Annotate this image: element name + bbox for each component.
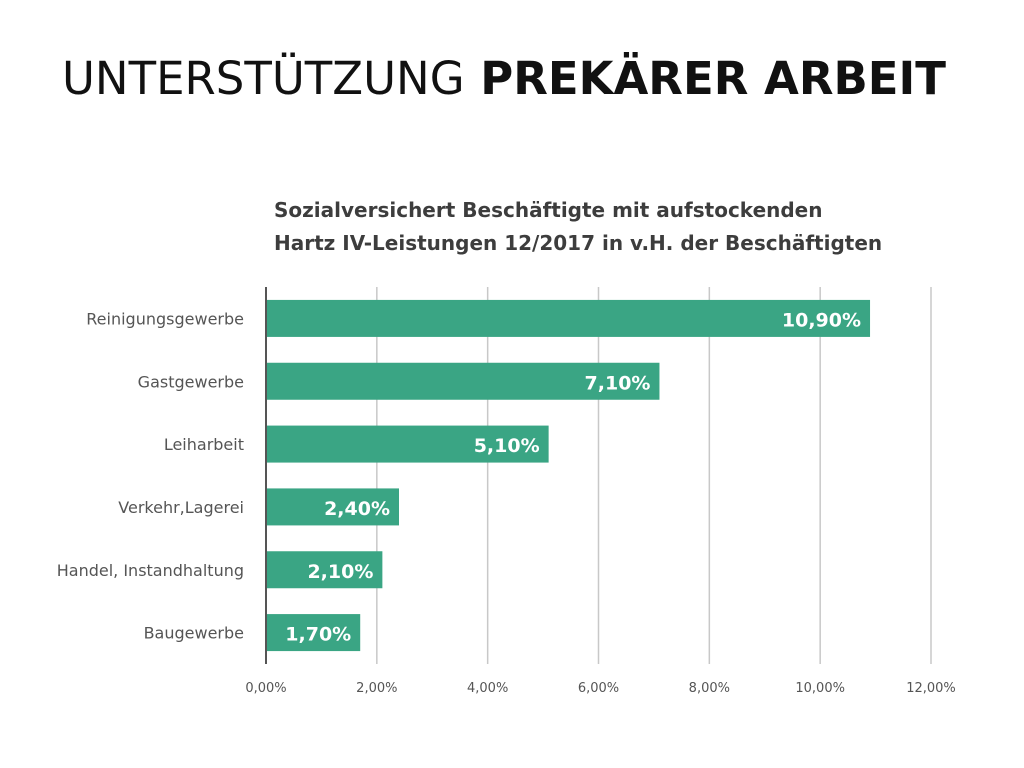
x-tick-label: 6,00% bbox=[578, 681, 619, 696]
bar bbox=[266, 425, 549, 463]
category-label: Leiharbeit bbox=[164, 435, 244, 454]
bar bbox=[266, 488, 399, 526]
slide-title-light: UNTERSTÜTZUNG bbox=[62, 52, 465, 105]
bar bbox=[266, 614, 361, 652]
x-tick-label: 0,00% bbox=[245, 681, 286, 696]
category-label: Verkehr,Lagerei bbox=[118, 498, 244, 517]
bar bbox=[266, 551, 383, 589]
bar-data-label: 7,10% bbox=[585, 372, 651, 394]
bar-data-label: 2,40% bbox=[324, 498, 390, 520]
bar-data-label: 5,10% bbox=[474, 435, 540, 457]
slide-title: UNTERSTÜTZUNG PREKÄRER ARBEIT bbox=[62, 44, 946, 114]
x-tick-label: 12,00% bbox=[906, 681, 956, 696]
chart-title-line-2: Hartz IV-Leistungen 12/2017 in v.H. der … bbox=[274, 231, 883, 255]
category-label: Baugewerbe bbox=[144, 624, 244, 643]
slide-title-bold: PREKÄRER ARBEIT bbox=[480, 52, 946, 105]
bar bbox=[266, 299, 871, 337]
x-tick-label: 2,00% bbox=[356, 681, 397, 696]
bar-data-label: 1,70% bbox=[285, 624, 351, 646]
x-tick-label: 10,00% bbox=[795, 681, 845, 696]
category-label: Reinigungsgewerbe bbox=[86, 309, 244, 328]
chart-title: Sozialversichert Beschäftigte mit aufsto… bbox=[274, 194, 882, 260]
category-label: Gastgewerbe bbox=[138, 372, 244, 391]
x-tick-label: 8,00% bbox=[689, 681, 730, 696]
bar-data-label: 10,90% bbox=[782, 309, 861, 331]
bar bbox=[266, 362, 660, 400]
category-label: Handel, Instandhaltung bbox=[57, 561, 244, 580]
bar-data-label: 2,10% bbox=[307, 561, 373, 583]
chart-title-line-1: Sozialversichert Beschäftigte mit aufsto… bbox=[274, 198, 823, 222]
x-tick-label: 4,00% bbox=[467, 681, 508, 696]
